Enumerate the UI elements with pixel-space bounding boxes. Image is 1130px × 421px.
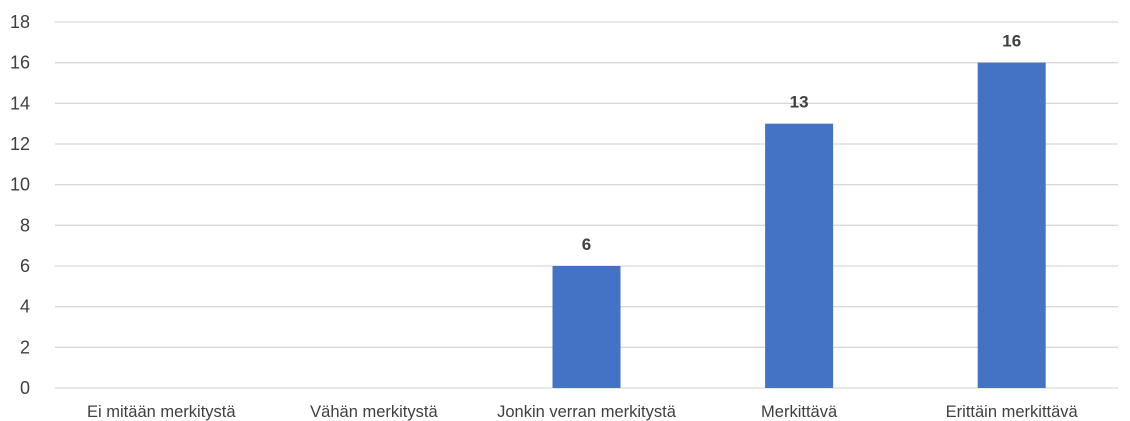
y-tick-label-10: 10 <box>10 175 30 195</box>
x-category-label-4: Merkittävä <box>761 403 838 421</box>
y-tick-label-8: 8 <box>20 215 30 235</box>
bar-4 <box>765 123 834 389</box>
y-tick-label-18: 18 <box>10 12 30 32</box>
data-labels: 6 13 16 <box>582 32 1021 254</box>
y-tick-label-6: 6 <box>20 256 30 276</box>
y-tick-label-12: 12 <box>10 134 30 154</box>
x-axis-category-labels: Ei mitään merkitystä Vähän merkitystä Jonk… <box>87 403 1079 421</box>
y-tick-label-0: 0 <box>20 378 30 398</box>
x-category-label-5: Erittäin merkittävä <box>946 403 1079 421</box>
data-label-3: 6 <box>582 235 591 254</box>
bars <box>552 62 1046 389</box>
y-tick-label-4: 4 <box>20 297 30 317</box>
x-category-label-3: Jonkin verran merkitystä <box>497 403 677 421</box>
y-axis-tick-labels: 0 2 4 6 8 10 12 14 16 18 <box>10 12 30 398</box>
bar-3 <box>552 266 621 388</box>
y-tick-label-14: 14 <box>10 93 30 113</box>
x-category-label-2: Vähän merkitystä <box>310 403 438 421</box>
x-category-label-1: Ei mitään merkitystä <box>87 403 236 421</box>
bar-5 <box>977 62 1046 389</box>
data-label-5: 16 <box>1002 32 1021 51</box>
gridlines <box>55 21 1118 389</box>
data-label-4: 13 <box>790 93 809 112</box>
y-tick-label-16: 16 <box>10 53 30 73</box>
y-tick-label-2: 2 <box>20 337 30 357</box>
